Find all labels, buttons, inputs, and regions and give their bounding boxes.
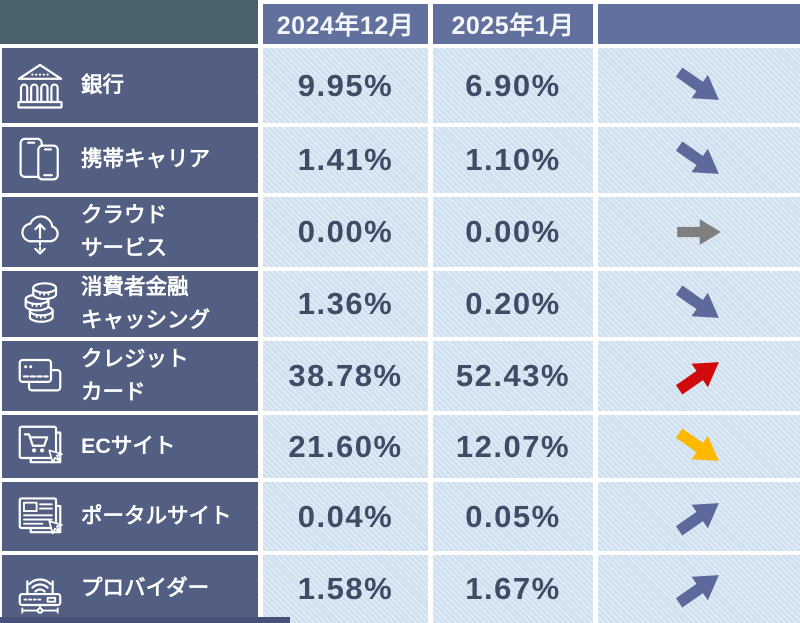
trend-arrow-flat-icon: [676, 216, 723, 248]
value-jan: 52.43%: [455, 358, 571, 393]
category-cell: ポータルサイト: [2, 482, 258, 551]
header-trend: [598, 4, 800, 44]
value-jan: 0.05%: [465, 498, 561, 534]
value-jan: 0.20%: [465, 286, 561, 321]
value-dec: 38.78%: [288, 358, 403, 393]
value-jan: 12.07%: [455, 428, 571, 464]
value-dec-cell: 38.78%: [263, 341, 428, 411]
trend-cell: [598, 341, 800, 411]
category-label: 消費者金融 キャッシング: [81, 274, 211, 332]
value-dec-cell: 1.41%: [263, 127, 428, 193]
bank-icon: [12, 58, 68, 114]
ec-site-icon: [12, 419, 68, 475]
value-jan: 1.67%: [465, 571, 561, 606]
value-jan-cell: 1.10%: [433, 127, 593, 193]
category-cell: プロバイダー: [2, 555, 258, 623]
credit-card-icon: [12, 348, 68, 404]
value-jan: 1.10%: [465, 142, 561, 177]
value-dec: 1.41%: [297, 142, 394, 177]
value-jan-cell: 0.20%: [433, 271, 593, 337]
value-dec-cell: 21.60%: [263, 415, 428, 478]
corner-backdrop: [0, 0, 258, 44]
category-cell: クレジット カード: [2, 341, 258, 411]
category-cell: 携帯キャリア: [2, 127, 258, 193]
cloud-service-icon: [12, 204, 68, 260]
category-column-shadow: [0, 617, 290, 623]
category-label: クレジット カード: [81, 346, 189, 404]
value-dec-cell: 1.58%: [263, 555, 428, 623]
value-dec-cell: 1.36%: [263, 271, 428, 337]
category-cell: 銀行: [2, 48, 258, 123]
trend-arrow-up-icon: [667, 559, 730, 618]
trend-arrow-down-icon: [667, 417, 730, 476]
value-dec: 0.00%: [297, 214, 394, 249]
value-jan-cell: 0.00%: [433, 197, 593, 267]
trend-cell: [598, 127, 800, 193]
trend-cell: [598, 555, 800, 623]
trend-cell: [598, 271, 800, 337]
trend-cell: [598, 197, 800, 267]
category-label: 携帯キャリア: [81, 147, 211, 172]
trend-arrow-down-icon: [667, 274, 730, 333]
value-dec-cell: 0.00%: [263, 197, 428, 267]
header-dec-2024: 2024年12月: [263, 4, 428, 44]
value-jan-cell: 52.43%: [433, 341, 593, 411]
value-jan-cell: 0.05%: [433, 482, 593, 551]
trend-cell: [598, 415, 800, 478]
category-label: クラウド サービス: [81, 202, 168, 260]
category-cell: ECサイト: [2, 415, 258, 478]
consumer-finance-icon: [12, 276, 68, 332]
value-dec: 0.04%: [297, 498, 394, 534]
value-dec-cell: 0.04%: [263, 482, 428, 551]
value-dec: 1.36%: [297, 286, 394, 321]
mobile-carrier-icon: [12, 132, 68, 188]
value-dec: 9.95%: [297, 67, 394, 103]
category-label: 銀行: [81, 72, 125, 97]
provider-icon: [12, 561, 68, 617]
trend-arrow-down-icon: [667, 130, 730, 189]
trend-arrow-down-icon: [667, 56, 730, 115]
value-jan-cell: 6.90%: [433, 48, 593, 123]
portal-site-icon: [12, 489, 68, 545]
header-jan-2025: 2025年1月: [433, 4, 593, 44]
value-jan: 6.90%: [465, 67, 561, 103]
trend-cell: [598, 482, 800, 551]
trend-arrow-up-icon: [667, 346, 730, 405]
value-dec-cell: 9.95%: [263, 48, 428, 123]
trend-arrow-up-icon: [667, 487, 730, 546]
value-jan-cell: 1.67%: [433, 555, 593, 623]
value-dec: 21.60%: [288, 428, 403, 464]
category-label: ECサイト: [81, 433, 176, 458]
category-label: ポータルサイト: [81, 503, 232, 528]
category-cell: 消費者金融 キャッシング: [2, 271, 258, 337]
category-label: プロバイダー: [81, 576, 210, 601]
value-dec: 1.58%: [297, 571, 394, 606]
category-cell: クラウド サービス: [2, 197, 258, 267]
value-jan-cell: 12.07%: [433, 415, 593, 478]
trend-cell: [598, 48, 800, 123]
value-jan: 0.00%: [465, 214, 561, 249]
